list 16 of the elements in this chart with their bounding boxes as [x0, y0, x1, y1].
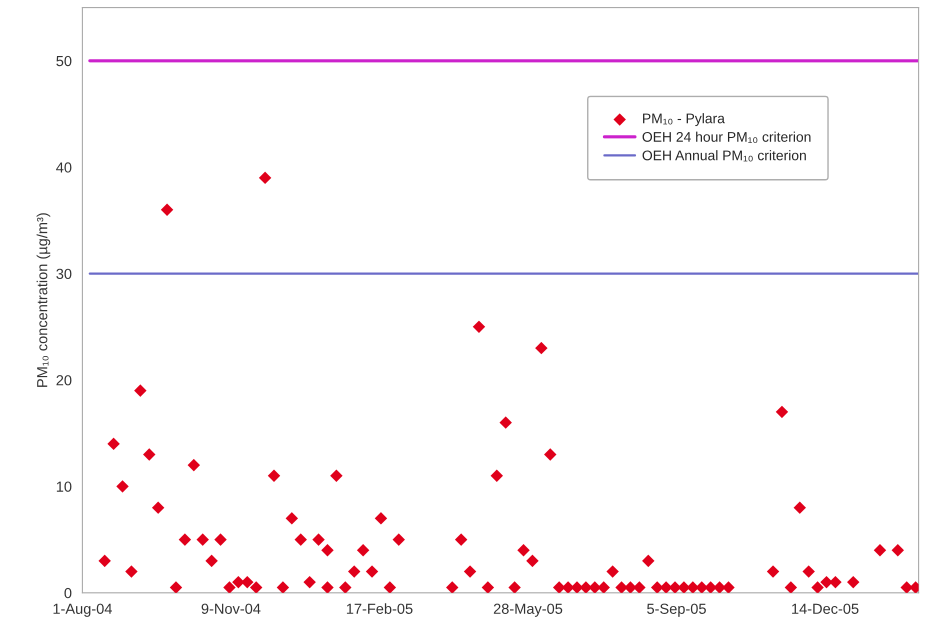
legend-label: OEH Annual PM₁₀ criterion — [642, 150, 806, 162]
y-tick-label: 50 — [56, 56, 72, 66]
y-tick-label: 0 — [64, 588, 72, 598]
x-tick-label: 28-May-05 — [494, 604, 562, 617]
x-tick-label: 14-Dec-05 — [792, 604, 858, 614]
x-tick-label: 5-Sep-05 — [647, 604, 706, 617]
legend-label: OEH 24 hour PM₁₀ criterion — [642, 132, 810, 143]
x-tick-label: 17-Feb-05 — [346, 603, 412, 614]
y-axis-title: PM₁₀ concentration (µg/m³) — [36, 213, 50, 387]
y-tick-label: 30 — [56, 268, 72, 280]
y-tick-label: 10 — [56, 482, 72, 492]
y-tick-label: 20 — [56, 375, 72, 386]
legend-label: PM₁₀ - Pylara — [643, 113, 725, 126]
y-tick-label: 40 — [56, 162, 72, 173]
x-tick-label: 9-Nov-04 — [202, 604, 260, 614]
x-tick-label: 1-Aug-04 — [54, 604, 112, 617]
